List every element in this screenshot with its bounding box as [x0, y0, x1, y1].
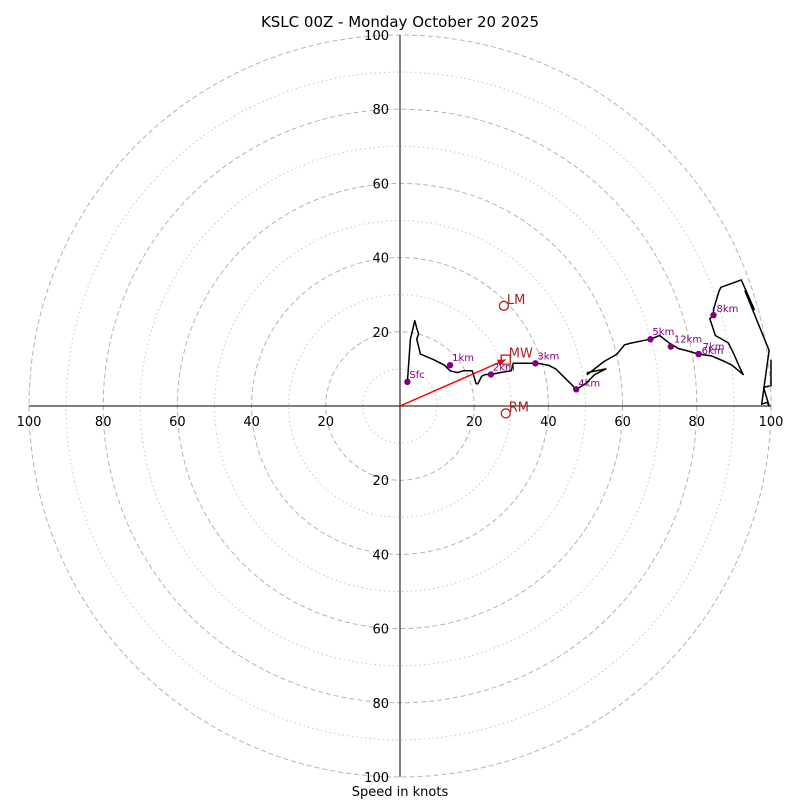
- height-marker-label: 5km: [652, 327, 674, 338]
- height-marker-label: 7km: [703, 342, 725, 353]
- y-tick-label: 80: [372, 697, 389, 712]
- height-marker-label: 6km: [702, 346, 724, 357]
- shear-vector: [399, 358, 507, 407]
- y-tick-label: 60: [372, 623, 389, 638]
- height-marker-label: 1km: [452, 353, 474, 364]
- y-tick-label: 60: [372, 177, 389, 192]
- hodograph-trace: [406, 279, 772, 407]
- storm-motion-marker: [498, 300, 510, 311]
- height-marker-label: 12km: [674, 335, 702, 346]
- storm-motion-marker: [500, 408, 511, 419]
- height-marker-dot: [647, 336, 654, 343]
- tick-labels: 100 80 60 40 20 20 40 60 80 100 100 80 60 40 20 20 40 60 8…: [17, 29, 784, 786]
- hodograph-trace-group: [406, 279, 772, 407]
- height-marker-label: 2km: [493, 362, 515, 373]
- storm-motion-label: LM: [507, 293, 525, 308]
- y-tick-label: 100: [364, 771, 389, 786]
- y-tick-label: 20: [372, 326, 389, 341]
- height-marker-label: 8km: [716, 304, 738, 315]
- height-marker-dot: [710, 311, 717, 319]
- height-marker-dot: [695, 350, 702, 358]
- storm-motion-markers: LM MW RM: [498, 293, 533, 419]
- x-tick-label: 80: [689, 415, 706, 430]
- x-tick-label: 100: [17, 415, 42, 430]
- y-tick-label: 80: [372, 103, 389, 118]
- x-tick-label: 20: [466, 415, 483, 430]
- x-tick-label: 40: [540, 415, 557, 430]
- chart-title: KSLC 00Z - Monday October 20 2025: [261, 13, 539, 31]
- x-tick-label: 100: [759, 415, 784, 430]
- y-tick-label: 40: [372, 548, 389, 563]
- y-tick-label: 40: [372, 252, 389, 267]
- height-marker-label: Sfc: [409, 370, 424, 381]
- height-marker-dot: [446, 361, 454, 369]
- y-tick-label: 20: [372, 474, 389, 489]
- storm-motion-marker: [500, 354, 511, 365]
- height-marker-label: 4km: [578, 378, 600, 389]
- x-tick-label: 60: [614, 415, 631, 430]
- height-marker-dot: [532, 360, 539, 367]
- storm-motion-label: MW: [509, 347, 533, 362]
- height-marker-dot: [404, 378, 411, 386]
- y-tick-label: 100: [364, 29, 389, 44]
- x-tick-label: 40: [243, 415, 260, 430]
- x-axis-label: Speed in knots: [352, 785, 449, 800]
- storm-motion-label: RM: [509, 400, 529, 415]
- x-tick-label: 60: [169, 415, 186, 430]
- height-marker-dot: [667, 343, 675, 350]
- height-marker-label: 3km: [537, 351, 559, 362]
- x-tick-label: 20: [318, 415, 335, 430]
- height-marker-dot: [487, 371, 495, 378]
- x-tick-label: 80: [95, 415, 112, 430]
- height-marker-dot: [573, 386, 580, 393]
